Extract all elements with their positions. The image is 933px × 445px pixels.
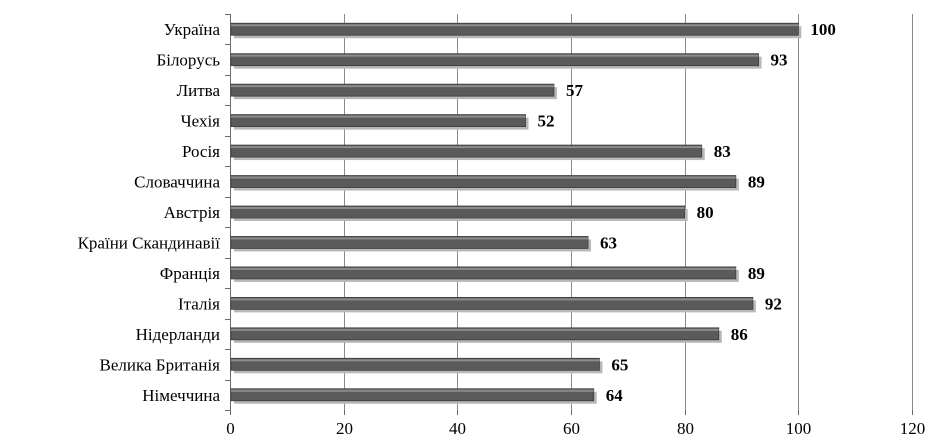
bar-highlight xyxy=(231,389,594,392)
category-label: Нідерланди xyxy=(136,325,220,344)
bar-highlight xyxy=(231,237,589,240)
category-labels: Україна Білорусь Литва Чехія Росія Словаччина… xyxy=(78,20,221,405)
bar-highlight xyxy=(231,24,799,27)
bar-highlight xyxy=(231,207,685,209)
data-label: 65 xyxy=(611,355,628,374)
category-label: Велика Британія xyxy=(100,355,221,374)
category-label: Словаччина xyxy=(134,173,220,192)
category-label: Країни Скандинавії xyxy=(78,233,221,252)
data-label: 57 xyxy=(566,81,584,100)
category-label: Литва xyxy=(177,81,221,100)
bar-highlight xyxy=(231,298,753,301)
category-label: Білорусь xyxy=(156,51,220,70)
axes xyxy=(225,14,913,415)
data-label: 80 xyxy=(697,203,714,222)
bar-highlight xyxy=(231,267,736,270)
x-tick-label: 20 xyxy=(336,419,353,438)
data-label: 52 xyxy=(538,112,555,131)
bar-highlight xyxy=(231,85,554,88)
data-label: 63 xyxy=(600,233,617,252)
category-label: Чехія xyxy=(181,112,221,131)
x-tick-label: 40 xyxy=(449,419,466,438)
x-tick-label: 80 xyxy=(677,419,694,438)
x-tick-label: 100 xyxy=(786,419,812,438)
bar-highlight xyxy=(231,176,736,179)
bar-highlight xyxy=(231,146,702,149)
category-label: Італія xyxy=(178,294,220,313)
data-label: 100 xyxy=(810,20,836,39)
data-label: 83 xyxy=(714,142,731,161)
data-label: 93 xyxy=(771,51,788,70)
data-label: 89 xyxy=(748,264,765,283)
data-label: 86 xyxy=(731,325,748,344)
category-label: Австрія xyxy=(164,203,221,222)
category-label: Франція xyxy=(160,264,220,283)
bar-highlight xyxy=(231,54,759,57)
category-label: Німеччина xyxy=(142,386,220,405)
bar-highlight xyxy=(231,359,600,362)
bar-highlight xyxy=(231,328,719,331)
category-label: Росія xyxy=(182,142,220,161)
data-label: 92 xyxy=(765,294,782,313)
bar-highlight xyxy=(231,115,526,118)
data-label: 89 xyxy=(748,173,765,192)
x-tick-labels: 0 20 40 60 80 100 120 xyxy=(226,419,925,438)
data-label: 64 xyxy=(606,386,624,405)
x-tick-label: 0 xyxy=(226,419,235,438)
x-tick-label: 60 xyxy=(563,419,580,438)
bars xyxy=(230,22,802,404)
x-tick-label: 120 xyxy=(900,419,926,438)
category-label: Україна xyxy=(164,20,221,39)
